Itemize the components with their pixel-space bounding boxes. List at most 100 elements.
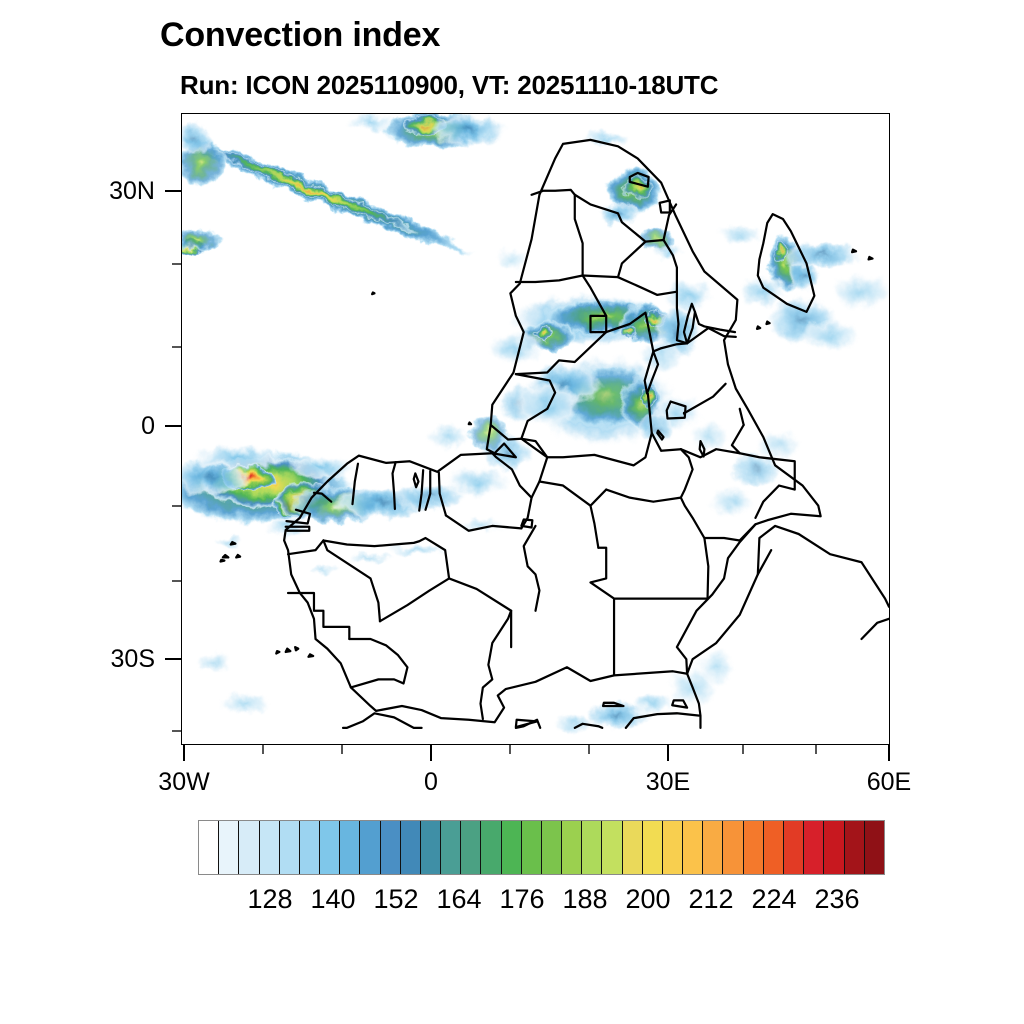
- colorbar-cell-9: [380, 821, 401, 874]
- colorbar-label-176: 176: [499, 884, 545, 914]
- border-morocco: [348, 637, 409, 689]
- border-congo-drc: [514, 372, 557, 440]
- colorbar-cell-14: [481, 821, 502, 874]
- border-mozambique-inner: [693, 310, 737, 334]
- coastline-madagascar: [756, 213, 816, 314]
- border-mali-burkina-niger: [322, 536, 451, 580]
- border-namibia-angola: [514, 274, 584, 284]
- coastline-arabia: [686, 524, 889, 675]
- border-sudan-ethiopia: [679, 448, 710, 600]
- colorbar-cell-25: [703, 821, 724, 874]
- xtick-minor-20w: [262, 745, 264, 754]
- border-algeria-tunisia: [479, 609, 513, 721]
- colorbar-label-140: 140: [310, 884, 356, 914]
- colorbar-cell-4: [279, 821, 300, 874]
- colorbar-cell-11: [420, 821, 442, 874]
- convection-congo-basin: [512, 355, 703, 446]
- colorbar-cell-21: [622, 821, 643, 874]
- colorbar-label-224: 224: [751, 884, 797, 914]
- colorbar-cell-2: [239, 821, 260, 874]
- lake-chad: [520, 518, 534, 529]
- colorbar-label-200: 200: [625, 884, 671, 914]
- colorbar-cell-26: [723, 821, 744, 874]
- colorbar[interactable]: [198, 820, 885, 875]
- colorbar-cell-27: [743, 821, 764, 874]
- colorbar-cell-13: [461, 821, 482, 874]
- border-guinea-bissau: [285, 508, 312, 525]
- coastline-cape-verde: [219, 540, 242, 563]
- coastline-africa: [283, 138, 822, 724]
- convection-mediterranean: [194, 647, 737, 734]
- xtick-label-60e: 60E: [866, 768, 912, 796]
- colorbar-cell-23: [662, 821, 684, 874]
- convection-south-atlantic-band: [182, 114, 509, 257]
- convection-sahel-wisps: [213, 248, 803, 576]
- colorbar-cell-12: [441, 821, 462, 874]
- coastline-canary-islands: [275, 645, 315, 658]
- colorbar-cell-8: [360, 821, 381, 874]
- ytick-minor-20s: [172, 580, 181, 582]
- colorbar-cell-28: [763, 821, 784, 874]
- colorbar-label-164: 164: [436, 884, 482, 914]
- ytick-minor-10s: [172, 505, 181, 507]
- border-benin-togo: [424, 469, 432, 511]
- colorbar-cell-6: [320, 821, 341, 874]
- border-ethiopia-somalia: [730, 423, 796, 519]
- border-ivory-liberia-guinea: [351, 462, 360, 506]
- xtick-minor-20e: [588, 745, 590, 754]
- coastline-iberia: [341, 712, 423, 729]
- border-senegal-gambia: [284, 525, 311, 532]
- lake-malawi: [682, 302, 697, 345]
- colorbar-cell-7: [340, 821, 361, 874]
- colorbar-cell-17: [541, 821, 563, 874]
- border-chad-sudan: [589, 488, 608, 549]
- convection-madagascar: [716, 223, 889, 353]
- coastline-sao-tome: [467, 421, 473, 426]
- border-angola-zambia: [581, 274, 608, 334]
- page-subtitle: Run: ICON 2025110900, VT: 20251110-18UTC: [180, 70, 719, 100]
- coastline-st-helena: [371, 291, 376, 296]
- border-senegal-mali: [286, 539, 325, 556]
- colorbar-cell-29: [783, 821, 805, 874]
- xtick-minor-50e: [815, 745, 817, 754]
- ytick-label-30n: 30N: [109, 177, 155, 205]
- lake-volta: [412, 472, 420, 489]
- border-gabon: [489, 423, 523, 441]
- border-chad-car: [538, 480, 592, 507]
- coastline-levant: [686, 672, 702, 717]
- coastline-persian-gulf: [860, 617, 889, 641]
- border-botswana-namibia: [530, 188, 584, 277]
- coastline-red-sea-east: [756, 549, 773, 576]
- colorbar-label-188: 188: [562, 884, 608, 914]
- border-guinea-sierra: [312, 491, 333, 503]
- border-botswana-south: [573, 193, 647, 243]
- ytick-minor-40s: [172, 730, 181, 732]
- colorbar-cell-31: [824, 821, 845, 874]
- coastline-comoros-mauritius: [755, 248, 874, 330]
- border-sudan-southsudan: [605, 488, 682, 503]
- colorbar-cell-20: [602, 821, 623, 874]
- xtick-label-30w: 30W: [158, 768, 210, 796]
- colorbar-cell-24: [683, 821, 704, 874]
- xtick-label-0: 0: [424, 768, 438, 796]
- border-libya-chad-niger: [522, 524, 541, 612]
- colorbar-label-152: 152: [373, 884, 419, 914]
- colorbar-cell-18: [562, 821, 583, 874]
- border-niger-nigeria: [444, 514, 523, 532]
- xtick-30e: [667, 745, 669, 761]
- colorbar-label-212: 212: [688, 884, 734, 914]
- xtick-60e: [888, 745, 890, 761]
- border-togo-ghana: [418, 469, 425, 512]
- colorbar-cell-1: [219, 821, 240, 874]
- colorbar-label-236: 236: [814, 884, 860, 914]
- coastline-crete: [601, 701, 625, 708]
- colorbar-cell-15: [501, 821, 522, 874]
- border-nigeria-benin: [437, 471, 448, 517]
- border-ethiopia-kenya: [679, 448, 741, 459]
- ytick-30s: [165, 658, 181, 660]
- xtick-30w: [183, 745, 185, 761]
- lake-victoria: [665, 400, 687, 420]
- xtick-minor-10e: [509, 745, 511, 754]
- colorbar-cell-19: [582, 821, 603, 874]
